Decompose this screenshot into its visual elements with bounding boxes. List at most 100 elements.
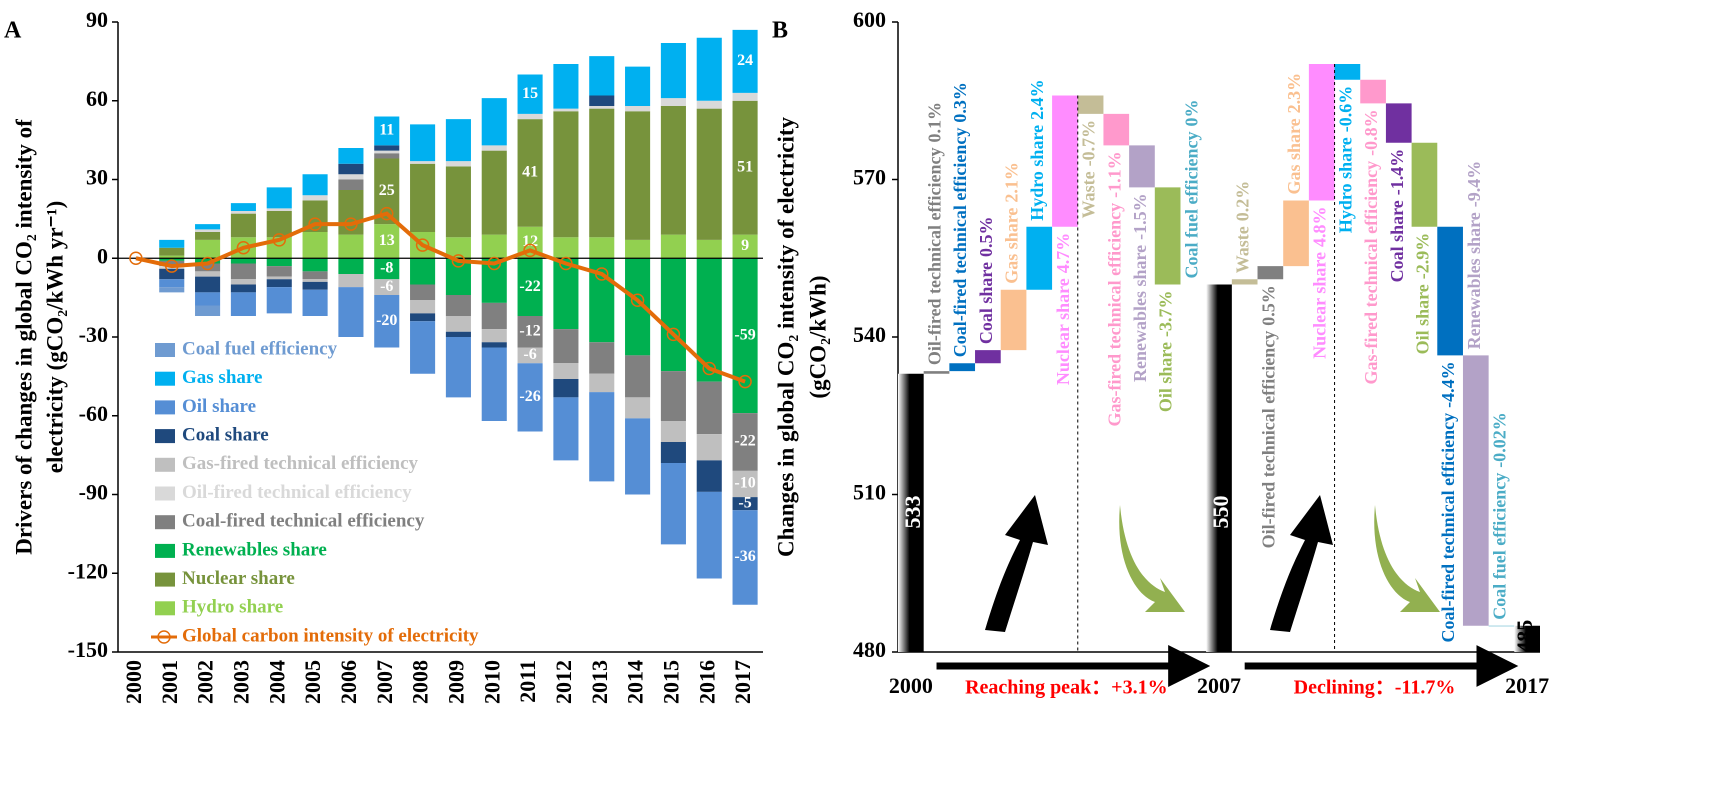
data-label: 9 <box>741 237 749 254</box>
legend-label: Gas share <box>182 367 262 388</box>
step-bar <box>1437 226 1463 356</box>
step-label: Coal share 0.5% <box>976 216 996 344</box>
data-label: -26 <box>519 388 540 405</box>
bar-segment <box>230 284 256 293</box>
bar-segment <box>625 239 651 259</box>
line-marker <box>308 217 322 231</box>
step-bar <box>1334 64 1361 80</box>
line-marker <box>236 241 251 255</box>
step-label: Gas share 2.1% <box>1002 162 1022 284</box>
step-percent: 2.1% <box>1002 162 1022 203</box>
bar-segment <box>481 342 507 348</box>
data-label: -6 <box>523 346 536 363</box>
x-tick-label: 2000 <box>121 660 146 704</box>
step-name: Renewables share <box>1464 212 1484 349</box>
bar-segment <box>266 276 292 280</box>
panel-letter: B <box>772 18 788 44</box>
bar-segment <box>266 258 292 267</box>
step-name: Gas share <box>1002 208 1022 284</box>
bar-segment <box>159 279 185 288</box>
bar-segment <box>374 295 400 348</box>
step-percent: 4.7% <box>1053 233 1073 274</box>
step-name: Coal-fired technical efficiency <box>950 128 970 358</box>
step-bar <box>1283 200 1309 267</box>
bar-segment <box>732 510 758 605</box>
step-label: Coal fuel efficiency -0.02% <box>1490 412 1510 619</box>
step-percent: 0.5% <box>976 216 996 257</box>
bar-segment <box>589 108 615 238</box>
line-marker <box>702 361 716 376</box>
bar-segment <box>338 258 364 274</box>
step-label: Oil-fired technical efficiency 0.5% <box>1258 285 1278 548</box>
step-bar <box>1026 226 1053 290</box>
decor-arrows <box>985 495 1440 632</box>
bar-segment <box>553 237 579 259</box>
bar-segment <box>445 119 471 162</box>
step-name: Coal fuel efficiency <box>1490 473 1510 620</box>
step-bar <box>923 371 950 374</box>
bar-segment <box>410 124 436 162</box>
bar-segment <box>660 442 686 463</box>
bar-segment <box>517 258 543 316</box>
bar-segment <box>445 258 471 295</box>
bar-segment <box>553 108 579 112</box>
step-percent: -1.1% <box>1104 151 1124 198</box>
line-marker <box>559 256 573 271</box>
step-name: Coal-fired technical efficiency <box>1438 413 1458 643</box>
data-label: 11 <box>379 122 394 139</box>
step-percent: -9.4% <box>1464 161 1484 208</box>
y-axis-label: Changes in global CO₂ intensity of elect… <box>773 116 798 557</box>
legend-swatch <box>155 543 175 558</box>
step-label: Oil-fired technical efficiency 0.1% <box>925 102 945 365</box>
x-tick-label: 2002 <box>193 660 218 704</box>
bar-segment <box>195 229 221 232</box>
bar-segment <box>696 37 722 101</box>
step-percent: -0.02% <box>1490 412 1510 468</box>
step-percent: -4.4% <box>1438 361 1458 408</box>
bar-segment <box>553 111 579 238</box>
legend-swatch <box>155 429 175 444</box>
step-label: Oil share -2.9% <box>1413 233 1433 355</box>
bar-segment <box>732 413 758 471</box>
bar-segment <box>696 460 722 492</box>
step-label: Waste 0.2% <box>1233 181 1253 274</box>
y-tick-label: 0 <box>97 243 108 268</box>
y-axis-label: (gCO₂/kWh) <box>805 275 830 398</box>
step-percent: 4.8% <box>1310 207 1330 248</box>
line-marker <box>523 243 537 258</box>
bar-segment <box>589 56 615 96</box>
panel-letter: A <box>4 18 22 44</box>
step-name: Coal share <box>976 262 996 344</box>
step-name: Oil share <box>1413 284 1433 354</box>
bar-segment <box>660 234 686 259</box>
step-name: Renewables share <box>1130 245 1150 382</box>
bar-segment <box>195 232 221 240</box>
legend-label: Coal fuel efficiency <box>182 338 338 359</box>
data-label: -8 <box>380 259 393 276</box>
bar-segment <box>302 195 328 201</box>
data-label: 24 <box>737 52 753 69</box>
legend-swatch <box>157 630 171 644</box>
bar-segment <box>517 363 543 432</box>
step-name: Gas-fired technical efficiency <box>1361 161 1381 385</box>
bar-segment <box>589 95 615 106</box>
bar-segment <box>481 329 507 343</box>
bar-segment <box>302 232 328 259</box>
legend-label: Gas-fired technical efficiency <box>182 453 419 474</box>
bar-segment <box>266 266 292 277</box>
data-label: -59 <box>734 326 755 343</box>
bar-segment <box>159 260 185 267</box>
data-label: -10 <box>734 475 755 492</box>
step-label: Gas share 2.3% <box>1284 73 1304 195</box>
bar-segment <box>230 292 256 316</box>
bar-segment <box>589 237 615 259</box>
y-tick-label: -60 <box>79 401 108 426</box>
bar-segment <box>660 98 686 106</box>
x-tick-label: 2015 <box>658 660 683 704</box>
bar-segment <box>445 295 471 316</box>
bar-segment <box>445 166 471 238</box>
bar-segment <box>589 342 615 374</box>
y-tick-label: 570 <box>853 165 886 190</box>
legend-label: Renewables share <box>182 539 327 560</box>
step-percent: -0.7% <box>1079 120 1099 167</box>
